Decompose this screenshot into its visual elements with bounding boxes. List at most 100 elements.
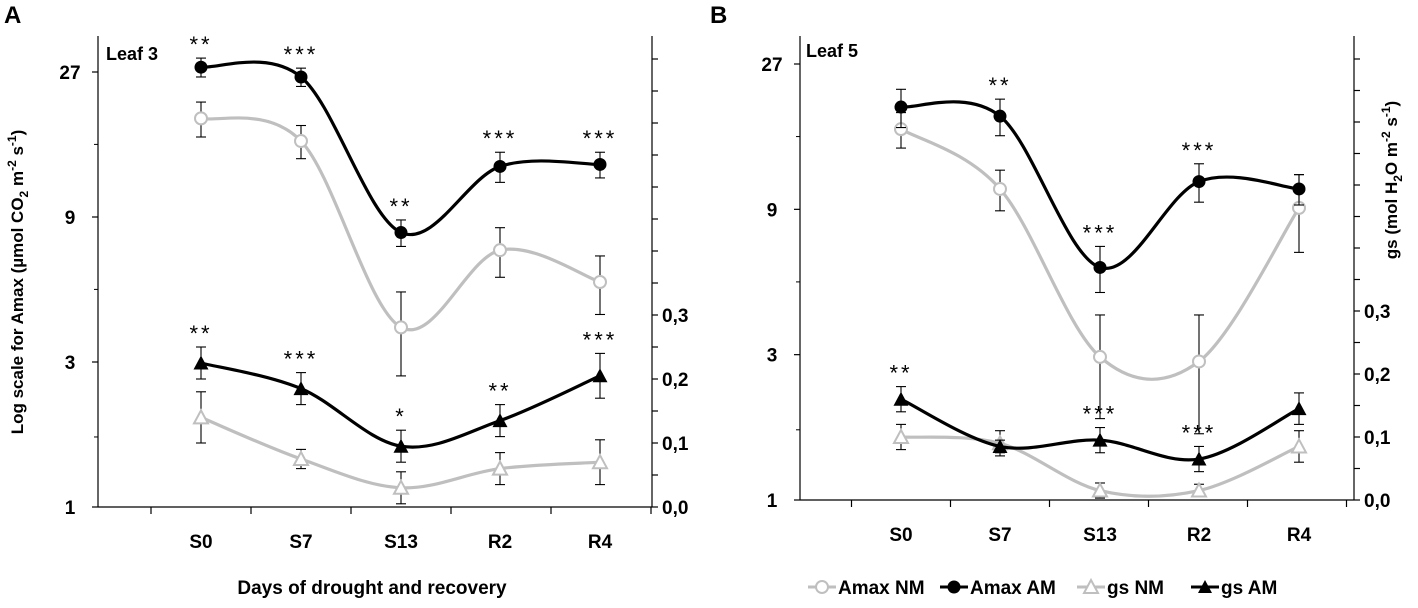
p2-gs-am-point-r2	[1191, 451, 1207, 466]
p1-amax-nm-point-r4	[593, 274, 607, 289]
p1-right-tick-label-0-3: 0,3	[662, 306, 688, 327]
p1-amax-am-significance-s0: **	[189, 32, 212, 57]
panel-a-leaf-label: Leaf 3	[106, 44, 158, 64]
p1-amax-am-significance-r2: ***	[483, 126, 518, 151]
p2-gs-nm-point-r2	[1190, 481, 1208, 498]
p1-gs-am-significance-r4: ***	[583, 327, 618, 352]
legend-marker-gs-nm	[1082, 577, 1100, 594]
p2-x-tick-label-s7: S7	[988, 525, 1011, 546]
p1-x-tick-label-s0: S0	[189, 532, 212, 553]
p1-amax-am-series: ** ******** ***	[189, 32, 614, 248]
p1-amax-am-point-s7	[294, 70, 308, 84]
p1-gs-nm-point-s7	[292, 449, 310, 466]
p2-gs-am-significance-s13: ***	[1083, 402, 1118, 427]
p1-gs-am-point-s0	[193, 355, 209, 370]
p1-amax-nm-point-s7	[294, 134, 308, 149]
legend: Amax NM Amax AM gs NM gs AM	[808, 577, 1277, 599]
p1-gs-am-series: ***********	[189, 321, 618, 463]
p2-amax-am-significance-s13: ***	[1083, 220, 1118, 245]
p2-right-tick-label-0-2: 0,2	[1364, 365, 1390, 386]
p1-left-tick-label-3: 3	[65, 353, 76, 374]
p1-gs-nm-point-r4	[591, 453, 609, 470]
p2-x-tick-label-s13: S13	[1083, 525, 1117, 546]
p2-amax-am-point-s0	[894, 100, 908, 114]
p1-amax-nm-point-s0	[194, 111, 208, 126]
panel-a-letter: A	[4, 2, 21, 29]
p2-amax-am-point-r4	[1292, 182, 1306, 196]
p1-gs-am-point-r4	[592, 368, 608, 383]
p2-amax-nm-series	[894, 112, 1306, 435]
p1-gs-nm-point-s0	[192, 408, 210, 425]
p1-amax-am-significance-s13: **	[389, 194, 412, 219]
p2-amax-nm-point-s7	[993, 181, 1007, 196]
p2-left-tick-label-9: 9	[767, 200, 778, 221]
p1-right-tick-label-0-0: 0,0	[662, 498, 688, 519]
p2-amax-am-point-s13	[1093, 260, 1107, 274]
p1-amax-am-point-s13	[394, 226, 408, 240]
p1-amax-am-point-r2	[493, 159, 507, 173]
legend-marker-amax-am	[947, 580, 961, 594]
legend-item-gs-am: gs AM	[1191, 578, 1277, 599]
p2-gs-am-significance-r2: ***	[1182, 420, 1217, 445]
p2-left-tick-label-27: 27	[761, 55, 782, 76]
x-axis-title: Days of drought and recovery	[237, 578, 507, 599]
p1-gs-am-point-s13	[393, 438, 409, 453]
p1-gs-am-point-r2	[492, 413, 508, 428]
legend-label-amax-nm: Amax NM	[838, 578, 925, 599]
legend-marker-gs-am	[1198, 580, 1212, 593]
legend-item-amax-am: Amax AM	[940, 578, 1056, 599]
p2-gs-nm-point-s13	[1091, 481, 1109, 498]
p1-x-tick-label-r2: R2	[488, 532, 512, 553]
legend-label-gs-nm: gs NM	[1107, 578, 1164, 599]
p1-right-tick-label-0-1: 0,1	[662, 434, 689, 455]
p2-gs-am-point-r4	[1291, 401, 1307, 416]
p2-x-tick-label-r2: R2	[1187, 525, 1211, 546]
legend-item-amax-nm: Amax NM	[808, 578, 925, 599]
p2-gs-nm-point-r4	[1290, 437, 1308, 454]
p1-gs-am-significance-s0: **	[189, 321, 212, 346]
p2-x-tick-label-r4: R4	[1287, 525, 1312, 546]
p1-gs-nm-series	[192, 391, 609, 505]
p2-amax-am-significance-r2: ***	[1182, 138, 1217, 163]
p2-left-tick-label-1: 1	[767, 491, 778, 512]
p2-gs-am-point-s7	[992, 438, 1008, 453]
p1-x-tick-label-s13: S13	[384, 532, 418, 553]
p1-x-tick-label-s7: S7	[289, 532, 312, 553]
p2-amax-nm-point-r2	[1192, 354, 1206, 369]
p1-left-tick-label-27: 27	[59, 63, 80, 84]
p2-gs-nm-series	[892, 423, 1308, 499]
legend-marker-amax-nm	[815, 580, 829, 594]
p1-gs-am-significance-s7: ***	[284, 347, 319, 372]
p2-amax-am-series: ********	[894, 73, 1306, 294]
p2-gs-am-point-s13	[1092, 432, 1108, 447]
p1-amax-am-point-s0	[194, 60, 208, 74]
p1-gs-nm-point-s13	[392, 478, 410, 495]
p2-x-tick-label-s0: S0	[889, 525, 912, 546]
p1-left-tick-label-1: 1	[65, 498, 76, 519]
p1-amax-nm-point-r2	[493, 243, 507, 258]
p2-gs-am-point-s0	[893, 391, 909, 406]
p2-amax-nm-point-s13	[1093, 349, 1107, 364]
p2-amax-am-point-r2	[1192, 175, 1206, 189]
p2-right-tick-label-0-3: 0,3	[1364, 302, 1390, 323]
p1-amax-am-significance-s7: ***	[284, 42, 319, 67]
p2-amax-am-significance-s7: **	[988, 73, 1011, 98]
p2-gs-am-significance-s0: **	[889, 361, 912, 386]
p1-gs-am-significance-s13: *	[395, 404, 407, 429]
p1-gs-am-significance-r2: **	[488, 379, 511, 404]
p1-right-tick-label-0-2: 0,2	[662, 370, 688, 391]
p2-gs-am-series: ********	[889, 361, 1307, 473]
p2-gs-nm-point-s0	[892, 427, 910, 444]
p1-x-tick-label-r4: R4	[588, 532, 613, 553]
p2-amax-am-point-s7	[993, 109, 1007, 123]
panel-b-leaf-label: Leaf 5	[806, 41, 858, 61]
legend-label-amax-am: Amax AM	[970, 578, 1056, 599]
left-axis-title: Log scale for Amax (µmol CO2 m-2 s-1)	[5, 130, 31, 435]
legend-label-gs-am: gs AM	[1221, 578, 1277, 599]
p1-amax-nm-point-s13	[394, 320, 408, 335]
p1-gs-nm-point-r2	[491, 459, 509, 476]
p1-left-tick-label-9: 9	[65, 208, 76, 229]
